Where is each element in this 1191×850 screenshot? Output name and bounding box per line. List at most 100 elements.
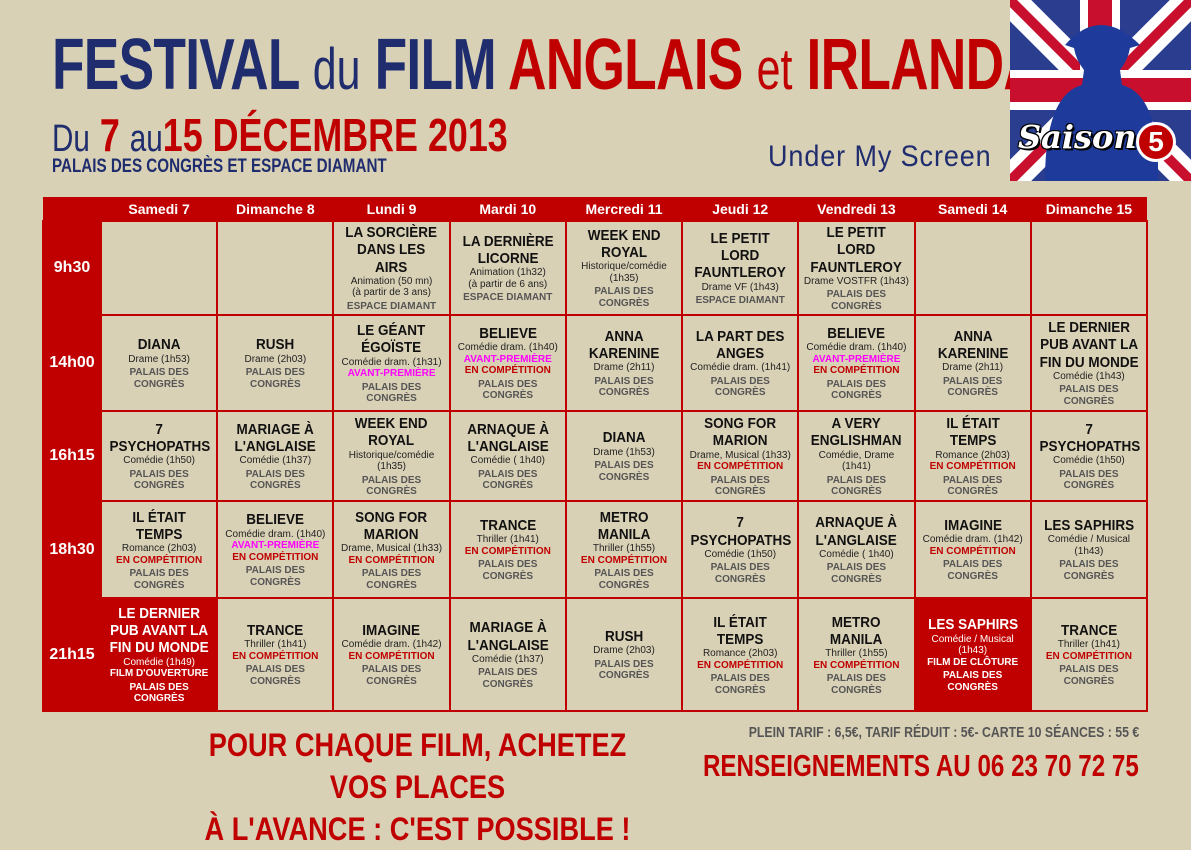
film-title: ANNA KARENINE (588, 327, 660, 362)
venue: PALAIS DES CONGRÈS (943, 474, 1003, 498)
competition-badge: EN COMPÉTITION (116, 554, 203, 566)
film-title: METRO MANILA (597, 508, 651, 543)
time-row: 14h00 DIANA Drame (1h53) PALAIS DES CONGRÈS… (42, 314, 1149, 413)
film-title: DIANA (137, 336, 181, 354)
avant-premiere-badge: AVANT-PREMIÈRE (463, 353, 552, 365)
saison-number: 5 (1136, 122, 1176, 162)
film-genre: Thriller (1h55) (825, 648, 888, 659)
film-genre: Historique/comédie (1h35) (581, 261, 667, 284)
film-title: LES SAPHIRS (927, 616, 1018, 634)
time-row: 18h30 IL ÉTAIT TEMPS Romance (2h03) EN COMP… (42, 500, 1149, 600)
screening-cell: LA PART DES ANGES Comédie dram. (1h41) PAL… (681, 314, 800, 413)
screening-cell: 7 PSYCHOPATHS Comédie (1h50) PALAIS DES CO… (1029, 410, 1149, 503)
venue: PALAIS DES CONGRÈS (826, 289, 887, 312)
screening-cell: ANNA KARENINE Drame (2h11) PALAIS DES CONG… (913, 314, 1032, 413)
screening-cell: TRANCE Thriller (1h41) EN COMPÉTITION PALAI… (216, 597, 335, 713)
film-genre: Thriller (1h41) (1057, 639, 1120, 651)
venue: PALAIS DES CONGRÈS (245, 664, 305, 687)
film-genre: Comédie ( 1h40) (819, 548, 894, 560)
screening-cell: IMAGINE Comédie dram. (1h42) EN COMPÉTITIO… (332, 597, 451, 713)
venue: PALAIS DES CONGRÈS (478, 559, 538, 582)
venue: PALAIS DES CONGRÈS (361, 381, 422, 405)
film-title: LA PART DES ANGES (695, 327, 785, 362)
film-genre: Comédie dram. (1h40) (457, 342, 558, 354)
venue: ESPACE DIAMANT (695, 295, 785, 306)
film-title: 7 PSYCHOPATHS (1039, 420, 1141, 455)
screening-cell: IL ÉTAIT TEMPS Romance (2h03) EN COMPÉTITI… (681, 597, 800, 713)
title-word: FILM (374, 25, 497, 105)
venue: PALAIS DES CONGRÈS (1059, 559, 1119, 582)
competition-badge: EN COMPÉTITION (348, 554, 435, 566)
film-title: SONG FOR MARION (704, 415, 777, 450)
film-genre: Drame (1h53) (593, 446, 655, 458)
film-genre: Thriller (1h55) (592, 543, 656, 554)
film-genre: Drame (2h03) (593, 645, 655, 657)
film-genre: Comédie (1h50) (1053, 455, 1125, 467)
venue: PALAIS DES CONGRÈS (1059, 384, 1119, 407)
film-genre: Romance (2h03) (702, 648, 778, 659)
competition-badge: EN COMPÉTITION (232, 551, 319, 563)
film-genre: Comédie (1h37) (239, 455, 312, 467)
venue: PALAIS DES CONGRÈS (129, 568, 189, 591)
film-title: LE PETIT LORD FAUNTLEROY (694, 229, 786, 282)
film-title: MARIAGE À L'ANGLAISE (234, 420, 316, 455)
venue: PALAIS DES CONGRÈS (129, 681, 189, 705)
age-note: (à partir de 3 ans) (352, 287, 432, 299)
film-genre: Comédie dram. (1h40) (225, 528, 326, 540)
film-title: SONG FOR MARION (355, 508, 428, 543)
film-title: LA DERNIÈRE LICORNE (462, 232, 554, 267)
special-screening-badge: FILM D'OUVERTURE (109, 668, 209, 680)
competition-badge: EN COMPÉTITION (1045, 650, 1132, 662)
screening-cell: LE DERNIER PUB AVANT LA FIN DU MONDE Comé… (99, 597, 219, 713)
competition-badge: EN COMPÉTITION (464, 545, 551, 557)
screening-cell: LES SAPHIRS Comédie / Musical (1h43) PALAI… (1029, 500, 1149, 600)
film-title: DIANA (602, 429, 646, 447)
brand-name: Under My Screen (768, 140, 992, 173)
time-slot: 16h15 (42, 410, 102, 503)
film-title: ANNA KARENINE (937, 327, 1008, 362)
venue: PALAIS DES CONGRÈS (478, 378, 538, 402)
screening-cell: SONG FOR MARION Drame, Musical (1h33) EN C… (681, 410, 800, 503)
film-title: TRANCE (479, 517, 536, 535)
venue: PALAIS DES CONGRÈS (826, 673, 887, 696)
venue: PALAIS DES CONGRÈS (361, 664, 422, 687)
screening-cell: TRANCE Thriller (1h41) EN COMPÉTITION PALAI… (1029, 597, 1149, 713)
screening-cell: LE PETIT LORD FAUNTLEROY Drame VF (1h43) E… (681, 219, 800, 317)
venue: PALAIS DES CONGRÈS (594, 568, 654, 591)
venue: PALAIS DES CONGRÈS (245, 468, 305, 492)
screening-cell: WEEK END ROYAL Historique/comédie (1h35) P… (332, 410, 451, 503)
competition-badge: EN COMPÉTITION (580, 554, 668, 566)
competition-badge: EN COMPÉTITION (813, 659, 900, 671)
screening-cell: METRO MANILA Thriller (1h55) EN COMPÉTITIO… (564, 500, 684, 600)
screening-cell: MARIAGE À L'ANGLAISE Comédie (1h37) PALAIS… (448, 597, 567, 713)
film-genre: Comédie, Drame (1h41) (818, 449, 895, 473)
film-genre: Comédie (1h50) (704, 548, 777, 560)
saison-text: Saison (1018, 118, 1137, 156)
title-word: du (312, 37, 361, 102)
dates-end: 15 DÉCEMBRE 2013 (162, 109, 508, 161)
empty-cell (216, 219, 335, 317)
screening-cell: DIANA Drame (1h53) PALAIS DES CONGRÈS (564, 410, 684, 503)
screening-cell: IMAGINE Comédie dram. (1h42) EN COMPÉTITIO… (913, 500, 1032, 600)
avant-premiere-badge: AVANT-PREMIÈRE (812, 353, 901, 365)
screening-cell: 7 PSYCHOPATHS Comédie (1h50) PALAIS DES CO… (681, 500, 800, 600)
screening-cell: TRANCE Thriller (1h41) EN COMPÉTITION PALAI… (448, 500, 567, 600)
time-slot: 18h30 (42, 500, 102, 600)
competition-badge: EN COMPÉTITION (697, 461, 784, 472)
day-header: Samedi 7 (101, 197, 218, 221)
film-genre: Comédie dram. (1h31) (341, 356, 442, 368)
film-title: LE DERNIER PUB AVANT LA FIN DU MONDE (1039, 319, 1139, 371)
film-genre: Thriller (1h41) (244, 639, 307, 651)
film-title: WEEK END ROYAL (587, 226, 661, 262)
empty-cell (1029, 219, 1149, 317)
screening-cell: LE GÉANT ÉGOÏSTE Comédie dram. (1h31) AVAN… (332, 314, 451, 413)
film-genre: Comédie dram. (1h42) (922, 534, 1023, 546)
venue: PALAIS DES CONGRÈS (245, 367, 305, 390)
age-note: (à partir de 6 ans) (468, 278, 548, 290)
screening-cell: LES SAPHIRS Comédie / Musical (1h43) FILM … (913, 597, 1032, 713)
film-title: RUSH (256, 336, 295, 354)
competition-badge: EN COMPÉTITION (929, 461, 1016, 472)
film-genre: Drame VF (1h43) (701, 281, 779, 293)
venue: PALAIS DES CONGRÈS (710, 375, 770, 399)
film-genre: Animation (50 mn) (350, 275, 433, 287)
